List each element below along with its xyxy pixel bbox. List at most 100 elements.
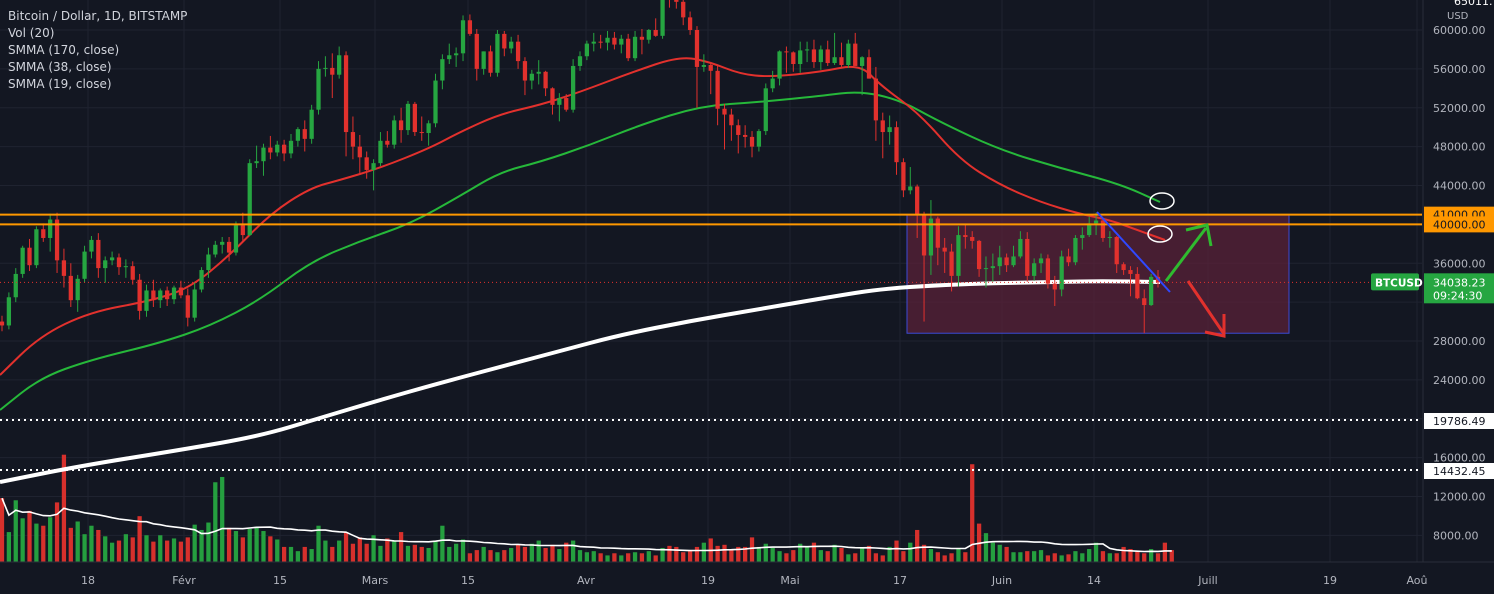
candle-body [997, 257, 1002, 267]
volume-bar [1100, 551, 1106, 566]
candle-body [515, 41, 521, 62]
price-axis[interactable]: 65011.70 USD 60000.00 56000.00 52000.00 48000… [1371, 0, 1494, 594]
legend-title[interactable]: Bitcoin / Dollar, 1D, BITSTAMP [8, 9, 188, 23]
volume-bar [970, 464, 975, 566]
volume-bar [990, 542, 995, 566]
volume-bar [350, 543, 356, 566]
time-axis[interactable]: 18 Févr 15 Mars 15 Avr 19 Mai 17 Juin 14 Juill 19 Aoû [0, 561, 1494, 594]
volume-bar [109, 542, 115, 566]
volume-bar [646, 551, 651, 566]
candle-body [68, 275, 73, 301]
candle-body [681, 1, 686, 18]
volume-bar [660, 547, 665, 566]
volume-bar [1107, 553, 1112, 566]
volume-bar [495, 552, 500, 566]
candle-body [1121, 264, 1126, 271]
price-level-badge[interactable] [1424, 216, 1494, 233]
candle-body [908, 186, 913, 191]
candle-body [130, 266, 135, 280]
volume-bar [687, 551, 693, 566]
ticker-symbol-badge[interactable] [1371, 273, 1419, 291]
arrow-up-shaft[interactable] [1164, 227, 1208, 282]
volume-bar [798, 543, 803, 566]
volume-bar [667, 545, 672, 566]
arrow-up-head[interactable] [1185, 223, 1213, 247]
highlight-ellipse-lower[interactable] [1147, 225, 1173, 243]
volume-bar [158, 535, 163, 566]
range-box[interactable] [906, 214, 1290, 334]
candle-body [756, 131, 762, 147]
volume-bar [859, 547, 865, 566]
candle-body [1148, 276, 1154, 306]
candle-body [261, 147, 266, 162]
volume-bar [460, 539, 466, 566]
candle-body [970, 237, 975, 241]
price-tick-label: 60000.00 [1433, 24, 1486, 37]
volume-bar [1142, 553, 1147, 566]
candle-body [901, 162, 906, 191]
volume-bar [233, 531, 239, 566]
volume-bar [908, 542, 913, 566]
legend-smma38[interactable]: SMMA (38, close) [8, 60, 112, 74]
candle-body [853, 43, 858, 66]
candle-body [1142, 298, 1147, 306]
candle-body [192, 289, 197, 318]
price-level-badge[interactable] [1424, 413, 1494, 429]
volume-bar [309, 549, 314, 566]
volume-bar [529, 543, 534, 566]
candle-body [275, 144, 280, 153]
smma-170-line [0, 279, 1161, 484]
legend-smma19[interactable]: SMMA (19, close) [8, 77, 112, 91]
volume-bar [681, 552, 686, 566]
volume-bar [956, 549, 961, 566]
drawings[interactable] [0, 192, 1422, 471]
arrow-down-shaft[interactable] [1186, 280, 1226, 335]
volume-bar [674, 546, 679, 566]
candle-body [1045, 258, 1051, 284]
candle-body [337, 55, 342, 75]
price-level-badge-label: 14432.45 [1433, 465, 1486, 478]
arrow-down-head[interactable] [1204, 314, 1226, 338]
price-level-badge[interactable] [1424, 463, 1494, 479]
last-price-badge[interactable] [1424, 273, 1494, 304]
candle-body [233, 225, 239, 253]
candle-body [34, 229, 39, 266]
volume-bar [165, 540, 170, 566]
volume-bar [1128, 549, 1133, 566]
volume-bar [736, 546, 741, 566]
volume-bar [949, 553, 954, 566]
trendline[interactable] [1096, 211, 1171, 293]
volume-bar [96, 529, 101, 566]
volume-bar [598, 553, 603, 566]
price-tick-label: 8000.00 [1433, 529, 1479, 542]
volume-bar [708, 538, 713, 566]
candle-body [660, 0, 665, 36]
candle-body [722, 108, 727, 115]
volume-bar [639, 553, 645, 566]
candle-body [302, 129, 307, 139]
legend-vol[interactable]: Vol (20) [8, 26, 55, 40]
volume-bars [0, 454, 1174, 566]
candle-body [82, 251, 87, 279]
candle-body [185, 295, 190, 318]
volume-bar [502, 550, 507, 566]
volume-bar [846, 554, 851, 566]
candle-body [109, 257, 115, 261]
candle-body [612, 37, 617, 45]
candle-body [364, 157, 369, 170]
candle-body [509, 41, 514, 49]
candle-body [715, 70, 720, 109]
candle-body [378, 140, 383, 164]
candle-body [316, 68, 321, 110]
range-box-rect[interactable] [906, 214, 1290, 334]
candle-body [701, 64, 706, 67]
highlight-ellipse-upper[interactable] [1149, 192, 1175, 210]
volume-bar [261, 531, 266, 566]
candle-body [309, 109, 314, 139]
volume-bar [791, 550, 796, 566]
legend-smma170[interactable]: SMMA (170, close) [8, 43, 120, 57]
candle-body [990, 266, 995, 269]
last-price-value: 34038.23 [1433, 276, 1486, 289]
